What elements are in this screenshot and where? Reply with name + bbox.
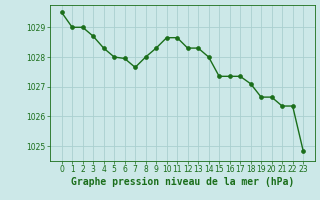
X-axis label: Graphe pression niveau de la mer (hPa): Graphe pression niveau de la mer (hPa) bbox=[71, 177, 294, 187]
